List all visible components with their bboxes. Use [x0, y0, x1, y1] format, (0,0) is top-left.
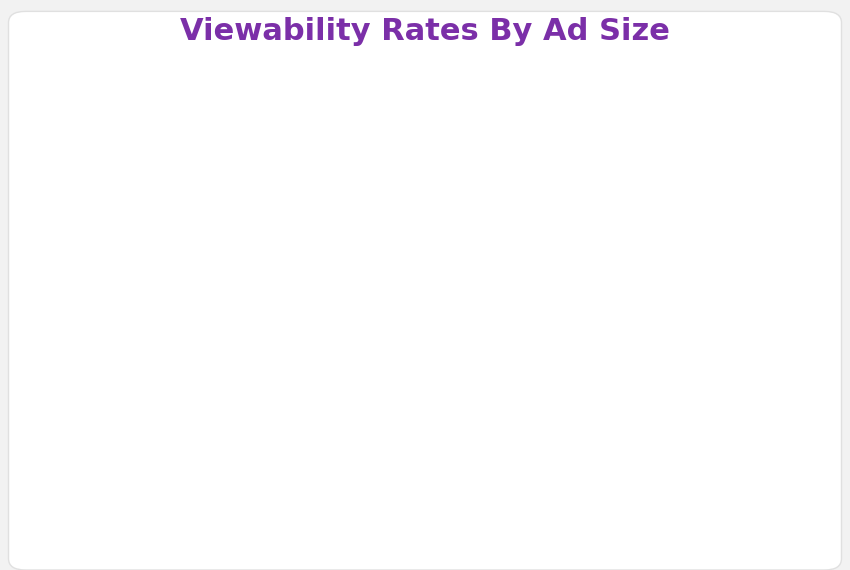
Text: 45,0: 45,0 — [674, 271, 707, 284]
Bar — [581, 0, 611, 467]
Text: 51,4: 51,4 — [297, 196, 329, 208]
Bar — [486, 0, 517, 467]
Text: 52,5: 52,5 — [249, 182, 282, 195]
Y-axis label: % Viewable: % Viewable — [15, 239, 30, 328]
Bar — [203, 0, 234, 467]
Text: 55,6: 55,6 — [108, 145, 140, 158]
Text: Viewability Rates By Ad Size: Viewability Rates By Ad Size — [180, 17, 670, 46]
Bar — [675, 0, 706, 467]
Bar — [439, 0, 470, 467]
Bar — [770, 0, 801, 467]
Text: 45,2: 45,2 — [627, 269, 660, 282]
X-axis label: Ad unit size: Ad unit size — [410, 540, 499, 555]
Text: 53,7: 53,7 — [202, 168, 235, 181]
Bar — [250, 0, 281, 467]
Text: 48,2: 48,2 — [391, 233, 423, 246]
Bar — [722, 0, 753, 467]
Text: 47,2: 47,2 — [485, 245, 518, 258]
Text: 46,3: 46,3 — [532, 256, 565, 269]
Text: 54,9: 54,9 — [155, 154, 188, 166]
Text: 48,8: 48,8 — [343, 226, 377, 239]
Bar — [628, 0, 659, 467]
Text: 48,0: 48,0 — [438, 235, 471, 249]
Text: 41,0: 41,0 — [768, 319, 802, 332]
Bar — [298, 0, 328, 467]
Bar — [392, 0, 422, 467]
Bar — [156, 0, 186, 467]
Text: 46,2: 46,2 — [580, 257, 613, 270]
Bar — [345, 0, 376, 467]
Text: 44,0: 44,0 — [722, 283, 754, 296]
Bar — [109, 0, 139, 467]
Bar — [534, 0, 564, 467]
